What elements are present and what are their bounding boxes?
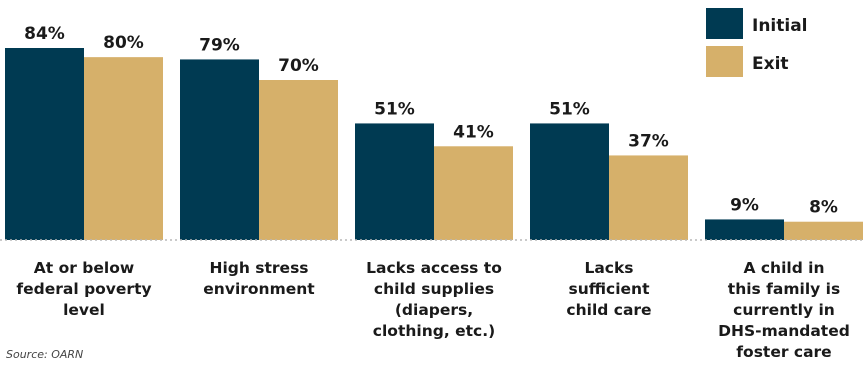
bar-exit-1 <box>84 57 163 241</box>
bar-initial-3 <box>355 123 434 240</box>
category-label-1-line-1: At or below <box>34 259 134 277</box>
source-note: Source: OARN <box>6 348 83 361</box>
category-label-1-line-3: level <box>63 301 105 319</box>
legend-swatch-exit <box>706 46 743 77</box>
category-labels-group: At or below federal poverty level High stre… <box>16 259 849 361</box>
bar-exit-2 <box>259 80 338 240</box>
category-label-5-line-1: A child in <box>743 259 824 277</box>
category-label-4-line-1: Lacks <box>584 259 633 277</box>
value-label-initial-3: 51% <box>374 99 415 119</box>
value-label-exit-2: 70% <box>278 56 319 76</box>
value-label-exit-3: 41% <box>453 122 494 142</box>
value-label-initial-5: 9% <box>730 195 759 215</box>
category-label-1-line-2: federal poverty <box>16 280 151 298</box>
category-label-3-line-3: (diapers, <box>395 301 473 319</box>
category-label-2-line-2: environment <box>203 280 315 298</box>
bar-exit-5 <box>784 221 863 240</box>
bar-initial-4 <box>530 123 609 240</box>
legend: Initial Exit <box>706 8 808 77</box>
category-label-4-line-2: sufficient <box>568 280 650 298</box>
bar-initial-1 <box>5 48 84 240</box>
bars-group <box>5 48 863 241</box>
category-label-3-line-2: child supplies <box>374 280 494 298</box>
value-label-exit-5: 8% <box>809 198 838 218</box>
legend-label-initial: Initial <box>752 16 808 36</box>
bar-exit-4 <box>609 155 688 240</box>
value-label-exit-1: 80% <box>103 33 144 53</box>
bar-initial-5 <box>705 219 784 240</box>
category-label-5-line-5: foster care <box>736 343 831 361</box>
legend-swatch-initial <box>706 8 743 39</box>
legend-label-exit: Exit <box>752 54 789 74</box>
category-label-5-line-4: DHS-mandated <box>718 322 850 340</box>
category-label-5-line-3: currently in <box>733 301 835 319</box>
category-label-2-line-1: High stress <box>209 259 308 277</box>
category-label-4-line-3: child care <box>566 301 651 319</box>
value-label-initial-2: 79% <box>199 35 240 55</box>
category-label-3-line-4: clothing, etc.) <box>373 322 495 340</box>
value-label-initial-4: 51% <box>549 99 590 119</box>
bar-initial-2 <box>180 59 259 240</box>
value-label-exit-4: 37% <box>628 131 669 151</box>
value-label-initial-1: 84% <box>24 24 65 44</box>
value-labels-group: 84% 80% 79% 70% 51% 41% 51% 37% 9% 8% <box>24 24 838 218</box>
bar-exit-3 <box>434 146 513 240</box>
category-label-3-line-1: Lacks access to <box>366 259 502 277</box>
category-label-5-line-2: this family is <box>728 280 840 298</box>
